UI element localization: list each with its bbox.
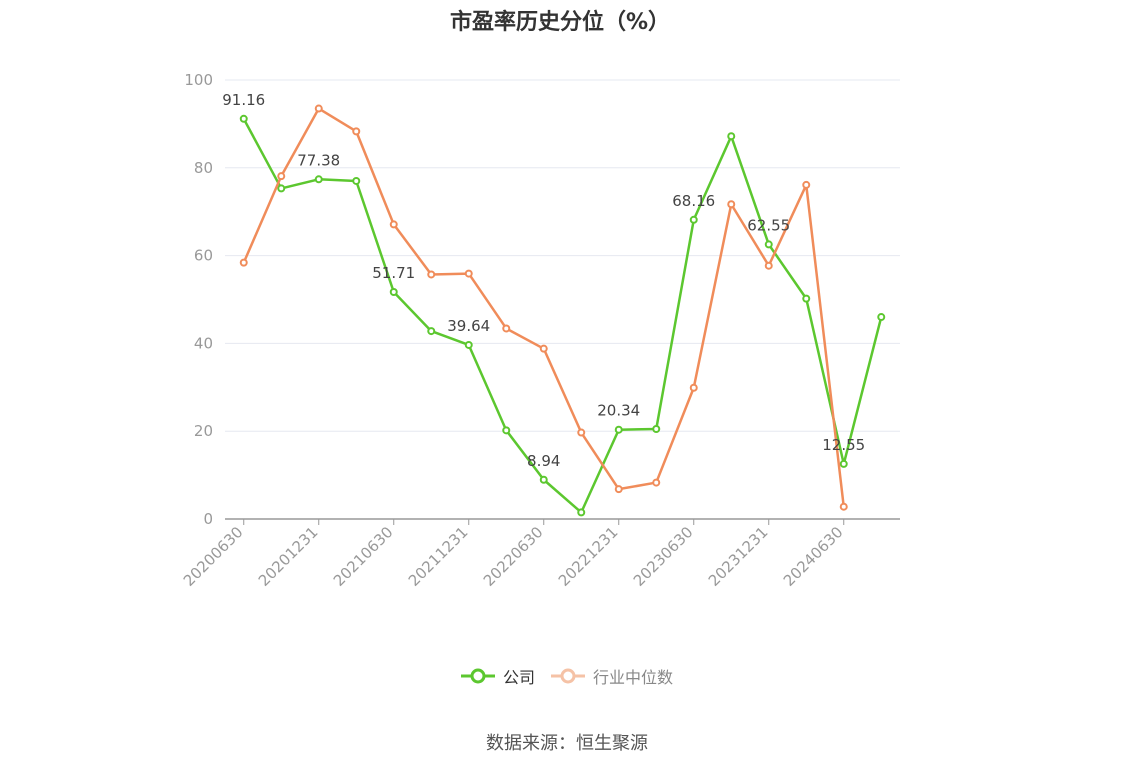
- legend-industry-marker: [551, 668, 585, 684]
- data-point: [877, 313, 886, 322]
- data-point: [652, 425, 661, 434]
- axes: 0 20 40 60 80 100 20200630 20201231 20210630 2021…: [180, 71, 900, 590]
- data-point: [539, 344, 548, 353]
- data-point: [764, 240, 773, 249]
- data-point: [389, 287, 398, 296]
- legend-industry-label: 行业中位数: [593, 668, 674, 687]
- legend-company-label: 公司: [502, 668, 535, 687]
- data-label: 62.55: [747, 216, 790, 234]
- data-point: [764, 261, 773, 270]
- legend: 公司 行业中位数: [0, 664, 1134, 688]
- line-chart: 0 20 40 60 80 100 20200630 20201231 20210630 2021…: [180, 71, 900, 590]
- data-point: [727, 200, 736, 209]
- data-point: [689, 383, 698, 392]
- data-label: 68.16: [672, 192, 715, 210]
- y-tick-label: 100: [184, 71, 213, 89]
- data-point: [802, 294, 811, 303]
- data-point: [652, 478, 661, 487]
- series-lines: [239, 104, 886, 517]
- x-tick-label: 20230630: [630, 523, 697, 590]
- data-label: 91.16: [222, 91, 265, 109]
- data-point: [689, 215, 698, 224]
- y-tick-label: 0: [203, 510, 213, 528]
- x-tick-label: 20220630: [480, 523, 547, 590]
- y-tick-label: 80: [194, 159, 213, 177]
- data-point: [239, 258, 248, 267]
- x-tick-label: 20211231: [405, 523, 472, 590]
- x-tick-label: 20221231: [555, 523, 622, 590]
- data-point: [389, 220, 398, 229]
- data-point: [802, 180, 811, 189]
- data-point: [427, 327, 436, 336]
- source-note: 数据来源：恒生聚源: [486, 733, 648, 754]
- x-tick-label: 20200630: [180, 523, 247, 590]
- data-point: [314, 175, 323, 184]
- legend-item-company[interactable]: 公司: [460, 664, 535, 688]
- data-label: 77.38: [297, 151, 340, 169]
- data-point: [239, 114, 248, 123]
- y-tick-label: 20: [194, 422, 213, 440]
- data-point: [539, 475, 548, 484]
- data-label: 39.64: [447, 317, 490, 335]
- data-label: 51.71: [372, 264, 415, 282]
- chart-title: 市盈率历史分位（%）: [449, 10, 671, 35]
- x-tick-label: 20210630: [330, 523, 397, 590]
- series-line-0: [242, 118, 883, 514]
- y-tick-label: 60: [194, 247, 213, 265]
- data-point: [352, 127, 361, 136]
- data-label: 8.94: [527, 452, 560, 470]
- data-labels: 91.16 77.38 51.71 39.64 8.94 20.34 68.16 62.55 1…: [222, 91, 865, 470]
- legend-item-industry[interactable]: 行业中位数: [551, 664, 673, 688]
- data-point: [464, 269, 473, 278]
- data-label: 12.55: [822, 436, 865, 454]
- x-tick-label: 20240630: [780, 523, 847, 590]
- grid-lines: [225, 79, 900, 432]
- data-point: [277, 172, 286, 181]
- data-point: [277, 184, 286, 193]
- legend-company-marker: [460, 668, 495, 684]
- data-point: [502, 324, 511, 333]
- data-point: [577, 508, 586, 517]
- data-point: [314, 104, 323, 113]
- x-tick-label: 20231231: [705, 523, 772, 590]
- data-point: [502, 426, 511, 435]
- y-tick-label: 40: [194, 334, 213, 352]
- data-point: [577, 428, 586, 437]
- data-point: [352, 176, 361, 185]
- data-point: [839, 502, 848, 511]
- data-point: [427, 270, 436, 279]
- data-point: [614, 485, 623, 494]
- data-point: [464, 340, 473, 349]
- data-point: [839, 459, 848, 468]
- data-point: [614, 425, 623, 434]
- data-label: 20.34: [597, 402, 640, 420]
- x-tick-label: 20201231: [255, 523, 322, 590]
- data-point: [727, 132, 736, 141]
